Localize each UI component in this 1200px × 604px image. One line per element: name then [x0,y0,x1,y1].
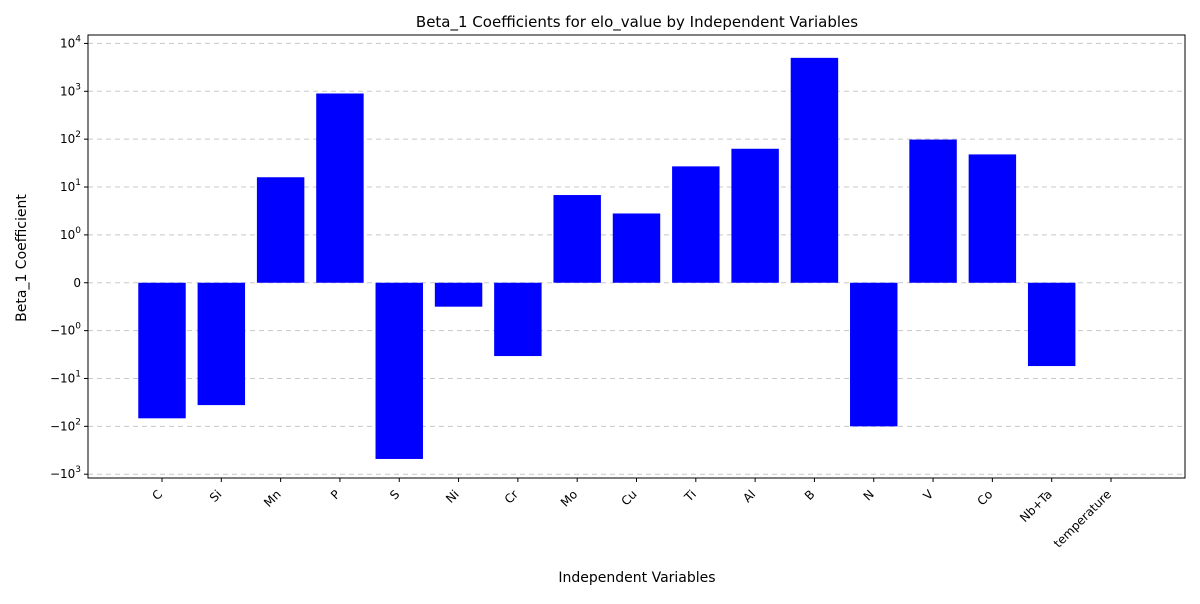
y-tick-label: −100 [50,322,81,338]
bar-Si [197,282,246,406]
x-tick-label: P [328,487,343,502]
x-tick-label: temperature [1051,487,1114,550]
y-tick-label: 104 [60,34,81,50]
y-tick-label: 103 [60,82,81,98]
x-tick-label: V [920,487,936,503]
x-tick-label: Mo [558,487,580,509]
x-axis-label: Independent Variables [558,570,715,586]
bar-Cr [494,282,542,357]
x-tick-label: S [387,487,402,502]
y-tick-label: −103 [50,465,81,481]
x-tick-label: Cu [618,487,639,508]
bar-Mo [553,195,601,283]
bar-Co [968,154,1017,283]
bar-Al [731,148,779,283]
x-tick-label: Cr [502,487,521,506]
bar-Ti [672,166,720,283]
x-tick-label: Mn [261,487,284,510]
x-tick-label: Al [740,487,758,505]
x-tick-label: C [149,487,165,503]
bar-V [909,139,957,283]
bar-Cu [612,213,661,283]
bars [138,57,1076,459]
y-tick-label: −101 [50,369,81,385]
bar-Mn [256,177,305,283]
x-tick-label: B [802,487,818,503]
bar-Nb+Ta [1027,282,1076,367]
bar-C [138,282,186,419]
x-tick-label: Nb+Ta [1017,487,1055,525]
y-tick-label: −102 [50,417,81,433]
y-axis-ticks: 104 103 102 101 100 0 −100 −101 −102 −103 [50,34,88,481]
y-tick-label: 101 [60,178,81,194]
y-tick-label: 0 [73,276,81,290]
y-axis-label: Beta_1 Coefficient [14,194,30,322]
x-tick-label: N [861,487,877,503]
y-tick-label: 100 [60,226,81,242]
bar-P [316,93,364,283]
x-tick-label: Si [207,487,225,505]
y-tick-label: 102 [60,130,81,146]
bar-N [850,282,898,427]
x-tick-label: Ni [443,487,462,506]
bar-S [375,282,423,459]
x-tick-label: Co [974,487,995,508]
bar-B [790,57,839,283]
bar-Ni [434,282,483,307]
chart-title: Beta_1 Coefficients for elo_value by Ind… [416,13,858,32]
x-tick-label: Ti [681,487,699,505]
